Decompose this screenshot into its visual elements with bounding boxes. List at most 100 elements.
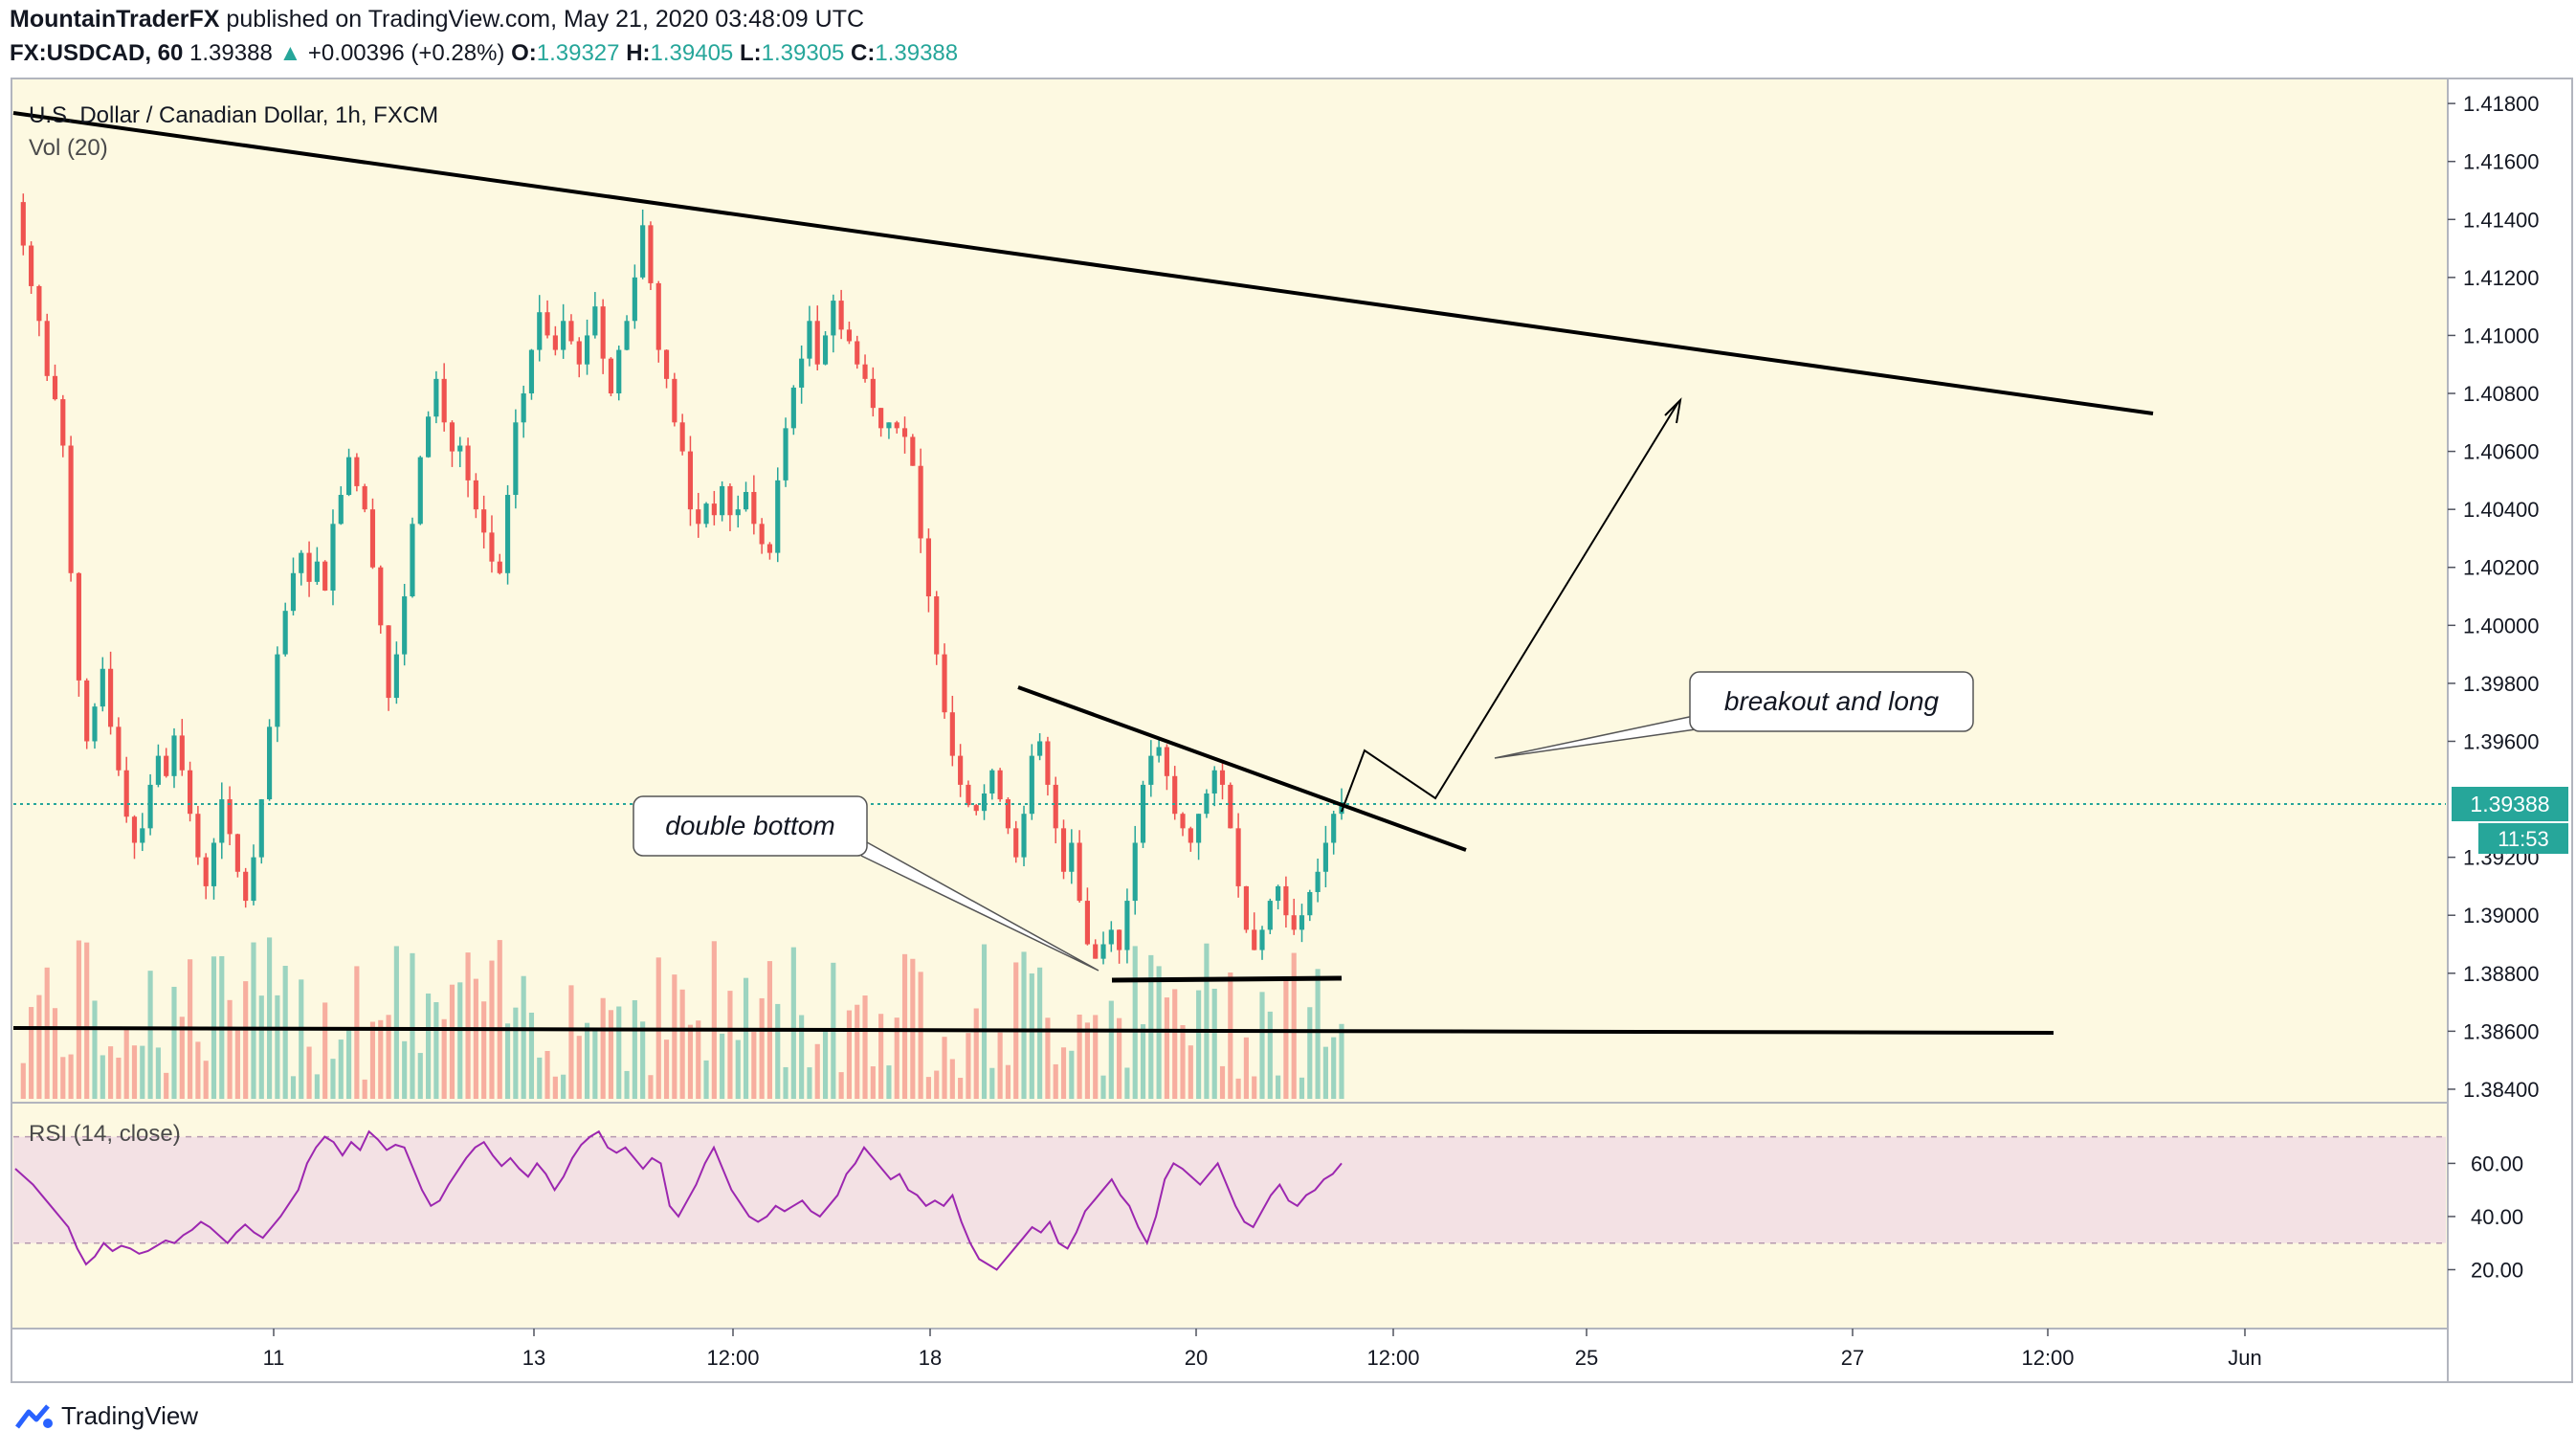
candle-body <box>219 799 225 843</box>
wedge-trendline[interactable] <box>1017 685 1467 852</box>
volume-bar <box>314 1074 320 1099</box>
candle-body <box>123 770 129 817</box>
volume-bar <box>894 1017 899 1099</box>
volume-bar <box>1045 1017 1051 1099</box>
open-value: 1.39327 <box>536 40 620 66</box>
author-name[interactable]: MountainTraderFX <box>10 6 220 33</box>
candle-body <box>720 485 725 516</box>
volume-bar <box>552 1076 558 1099</box>
candle-body <box>663 349 670 379</box>
candle-body <box>751 491 757 525</box>
candle-body <box>140 828 145 843</box>
candle-body <box>354 457 360 486</box>
candle-body <box>1156 747 1162 756</box>
volume-bar <box>720 1033 725 1099</box>
candle-body <box>1117 929 1122 950</box>
candle-body <box>402 596 408 655</box>
high-value: 1.39405 <box>650 40 734 66</box>
resistance-trendline[interactable] <box>12 111 2154 415</box>
candle-body <box>1315 871 1321 892</box>
volume-bar <box>386 1015 391 1099</box>
price-axis[interactable] <box>2447 78 2573 1383</box>
candle-body <box>1299 915 1305 930</box>
candle-body <box>306 552 312 582</box>
close-label: C: <box>851 40 876 66</box>
candle-body <box>465 445 471 481</box>
candle-body <box>966 784 971 806</box>
candle-body <box>1322 842 1328 872</box>
candle-body <box>44 321 50 376</box>
volume-bar <box>299 979 304 1099</box>
candle-body <box>878 408 884 429</box>
rsi-line <box>14 1129 1343 1271</box>
volume-bar <box>624 1070 630 1099</box>
volume-bar <box>989 1067 995 1099</box>
candle-body <box>76 572 81 681</box>
candle-body <box>1196 814 1202 843</box>
candle-body <box>449 422 455 452</box>
candle-body <box>1211 770 1217 794</box>
candle-body <box>949 712 955 756</box>
candle-body <box>441 378 447 423</box>
candles <box>20 193 1344 965</box>
volume-bar <box>1164 997 1169 1099</box>
candle-body <box>958 755 964 785</box>
double-bottom-callout[interactable]: double bottom <box>633 795 868 857</box>
volume-bar <box>1315 969 1321 1099</box>
volume-bar <box>966 1033 971 1099</box>
volume-bar <box>1196 990 1202 1099</box>
volume-bar <box>568 985 574 1099</box>
candle-body <box>1013 828 1019 858</box>
countdown-badge <box>2478 823 2568 854</box>
candle-body <box>766 544 773 553</box>
candle-body <box>1077 842 1082 902</box>
time-axis[interactable] <box>11 1328 2449 1383</box>
volume-bar <box>790 947 796 1099</box>
candle-body <box>227 799 233 835</box>
volume-bar <box>258 995 264 1099</box>
main-pane[interactable] <box>11 78 2449 1104</box>
volume-bar <box>1124 1067 1130 1099</box>
projection-path[interactable] <box>1341 401 1679 813</box>
price-chart[interactable]: 1.41800 1.41600 1.41400 1.41200 1.41000 1.408… <box>0 0 2576 1388</box>
double-bottom-text: double bottom <box>665 811 834 840</box>
volume-bar <box>1331 1037 1337 1099</box>
volume-bar <box>521 975 526 1099</box>
candle-body <box>901 428 908 437</box>
breakout-callout[interactable]: breakout and long <box>1689 671 1974 732</box>
volume-bar <box>973 1008 979 1099</box>
candle-body <box>1267 901 1273 930</box>
support-line[interactable] <box>12 1026 2054 1035</box>
price-tick-label: 1.39000 <box>2463 904 2540 928</box>
candle-body <box>807 321 812 359</box>
volume-bar <box>330 1059 336 1099</box>
price-tick-label: 1.41800 <box>2463 92 2540 116</box>
volume-bar <box>775 1003 781 1099</box>
volume-bar <box>497 940 502 1099</box>
candle-body <box>386 625 391 699</box>
candle-body <box>282 611 288 655</box>
volume-bar <box>171 986 177 1099</box>
candle-body <box>687 451 694 510</box>
tradingview-logo[interactable]: TradingView <box>15 1401 198 1431</box>
price-tick-label: 1.38800 <box>2463 962 2540 986</box>
drawings[interactable] <box>12 111 2154 1035</box>
volume-bar <box>481 1001 487 1099</box>
double-bottom-line[interactable] <box>1111 975 1343 983</box>
candle-body <box>179 735 185 771</box>
volume-bar <box>354 966 360 1099</box>
volume-bar <box>52 1008 58 1099</box>
candle-body <box>799 358 805 388</box>
volume-bar <box>751 1031 757 1099</box>
projection-arrowhead[interactable] <box>1664 397 1682 424</box>
volume-bar <box>759 997 765 1099</box>
volume-bar <box>473 978 478 1099</box>
candle-body <box>775 480 781 553</box>
volume-bar <box>362 1079 367 1099</box>
volume-bar <box>410 952 415 1099</box>
volume-bar <box>1100 1075 1106 1099</box>
candle-body <box>473 480 478 510</box>
volume-bar <box>528 1012 535 1099</box>
volume-bar <box>918 972 923 1099</box>
candle-body <box>1093 944 1099 959</box>
